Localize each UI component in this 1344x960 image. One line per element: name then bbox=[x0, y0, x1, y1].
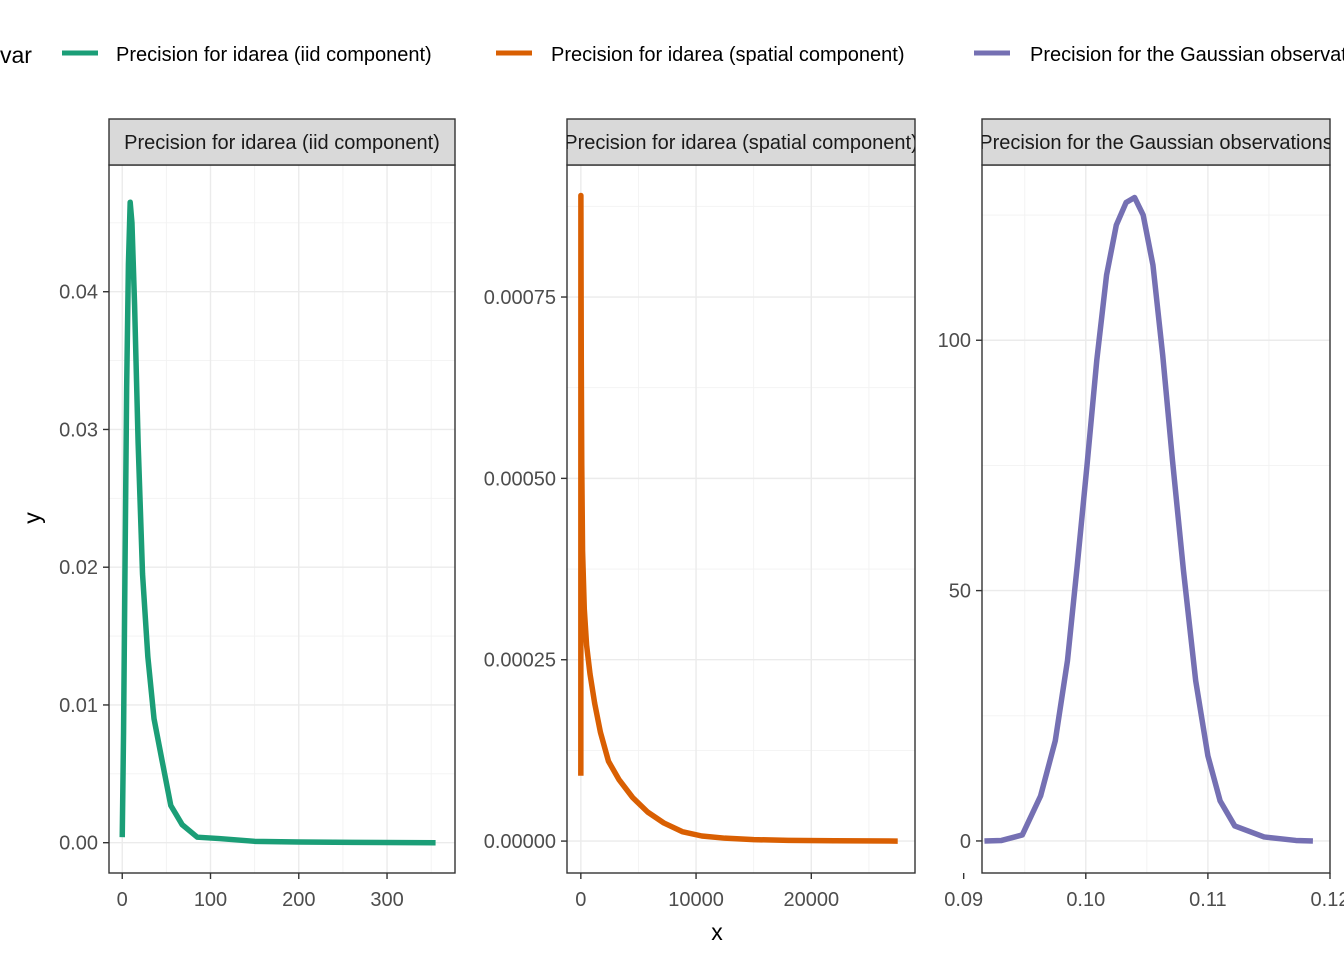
panels: Precision for idarea (iid component) 0 100… bbox=[59, 118, 1344, 911]
y-axis-title: y bbox=[19, 512, 45, 524]
legend-label-3: Precision for the Gaussian observations bbox=[1030, 44, 1344, 66]
strip-2-background bbox=[566, 118, 916, 166]
panel-1-y-tick-label-3: 0.02 bbox=[59, 557, 98, 579]
panel-3-y-tick-label-3: 100 bbox=[938, 330, 971, 352]
strip-label-3: Precision for the Gaussian observations bbox=[979, 132, 1333, 154]
strip-1-background bbox=[108, 118, 456, 166]
panel-2-y-tick-label-3: 0.00050 bbox=[484, 468, 556, 490]
series-line-1 bbox=[119, 199, 436, 846]
panel-2-y-tick-label-4: 0.00075 bbox=[484, 287, 556, 309]
panel-1-x-tick-label-4: 300 bbox=[370, 889, 403, 911]
panel-2-y-tick-label-2: 0.00025 bbox=[484, 650, 556, 672]
panel-1-x-tick-label-2: 100 bbox=[194, 889, 227, 911]
series-line-3 bbox=[984, 194, 1313, 844]
legend-label-1: Precision for idarea (iid component) bbox=[116, 44, 432, 66]
panel-2-y-tick-label-1: 0.00000 bbox=[484, 831, 556, 853]
series-line-2 bbox=[578, 192, 898, 844]
legend-entry-2[interactable]: Precision for idarea (spatial component) bbox=[496, 44, 905, 66]
strip-label-2: Precision for idarea (spatial component) bbox=[564, 132, 918, 154]
panel-2-x-tick-label-3: 20000 bbox=[783, 889, 839, 911]
panel-2-x-tick-label-2: 10000 bbox=[668, 889, 724, 911]
panel-3-y-tick-label-2: 50 bbox=[949, 581, 971, 603]
panel-1-y-tick-label-5: 0.04 bbox=[59, 282, 98, 304]
panel-2-x-tick-label-1: 0 bbox=[575, 889, 586, 911]
legend-label-2: Precision for idarea (spatial component) bbox=[551, 44, 905, 66]
panel-3-x-tick-label-4: 0.12 bbox=[1311, 889, 1344, 911]
panel-1-x-tick-label-3: 200 bbox=[282, 889, 315, 911]
legend-title: var bbox=[0, 42, 32, 68]
legend-entry-1[interactable]: Precision for idarea (iid component) bbox=[62, 44, 432, 66]
panel-3-x-tick-label-3: 0.11 bbox=[1189, 889, 1226, 911]
panel-3-y-tick-label-1: 0 bbox=[960, 831, 971, 853]
panel-2-background bbox=[567, 165, 915, 873]
panel-1-y-tick-label-1: 0.00 bbox=[59, 833, 98, 855]
panel-1-y-tick-label-4: 0.03 bbox=[59, 419, 98, 441]
strip-label-1: Precision for idarea (iid component) bbox=[124, 132, 440, 154]
panel-1: Precision for idarea (iid component) 0 100… bbox=[59, 118, 456, 911]
legend: var Precision for idarea (iid component)… bbox=[0, 42, 1344, 68]
panel-3-x-tick-label-1: 0.09 bbox=[944, 889, 983, 911]
x-axis-title: x bbox=[711, 919, 723, 945]
panel-1-x-tick-label-1: 0 bbox=[117, 889, 128, 911]
panel-3-x-tick-label-2: 0.10 bbox=[1066, 889, 1105, 911]
panel-1-y-tick-label-2: 0.01 bbox=[59, 695, 98, 717]
panel-2: Precision for idarea (spatial component)… bbox=[484, 118, 918, 911]
strip-3-background bbox=[981, 118, 1331, 166]
legend-entry-3[interactable]: Precision for the Gaussian observations bbox=[974, 44, 1344, 66]
panel-3: Precision for the Gaussian observations 0… bbox=[938, 118, 1344, 911]
